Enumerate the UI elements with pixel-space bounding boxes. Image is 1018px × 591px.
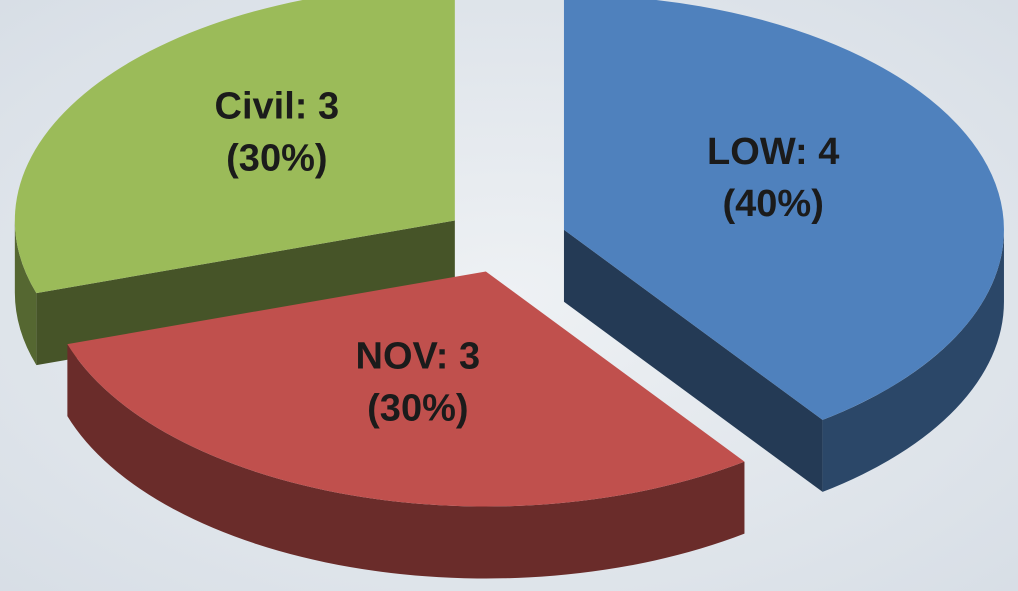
pie-slice: [563, 0, 1004, 492]
pie-slice: [14, 0, 455, 366]
pie-slice: [67, 271, 745, 579]
data-label: (30%): [226, 138, 327, 180]
data-label: LOW: 4: [707, 131, 839, 173]
data-label: (30%): [367, 387, 468, 429]
slice-top: [563, 0, 1004, 420]
slice-side: [14, 220, 37, 366]
slice-top: [14, 0, 455, 294]
slice-side: [822, 229, 1004, 492]
slice-top: [67, 271, 745, 507]
data-label: Civil: 3: [215, 86, 340, 128]
data-label: (40%): [723, 183, 824, 225]
slice-cut-face: [563, 229, 823, 492]
slice-side: [67, 344, 745, 579]
slice-cut-face: [36, 220, 455, 366]
data-label: NOV: 3: [356, 335, 481, 377]
